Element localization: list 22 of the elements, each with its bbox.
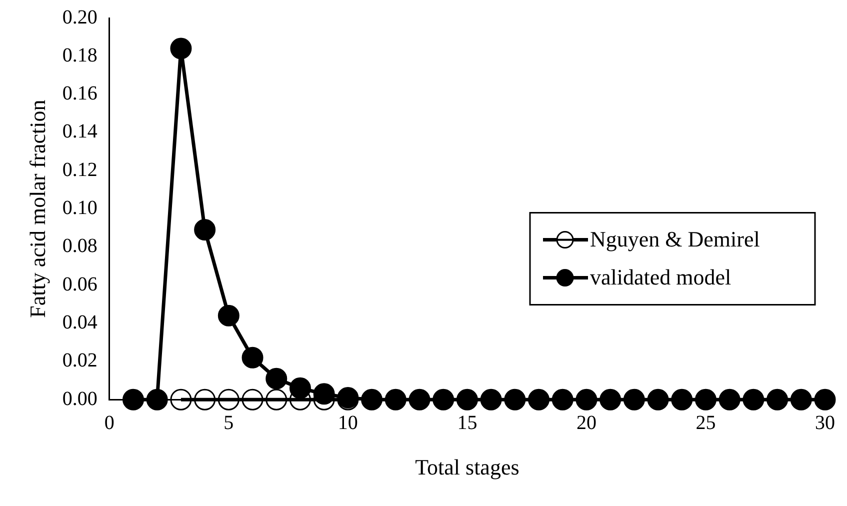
x-tick-label: 5 [224,412,234,434]
y-tick-label: 0.14 [62,120,98,143]
x-tick-label: 20 [576,412,596,434]
y-tick-label: 0.06 [62,273,98,296]
y-tick-label: 0.20 [62,6,98,28]
y-tick-label: 0.18 [62,44,98,66]
y-tick-label: 0.12 [62,158,98,181]
x-tick-label: 25 [696,412,716,434]
legend-label: Nguyen & Demirel [590,226,760,252]
y-tick-label: 0.02 [62,350,98,372]
y-tick-label: 0.00 [62,388,98,410]
y-axis-title: Fatty acid molar fraction [24,100,50,318]
x-tick-label: 30 [815,412,835,434]
x-axis-title: Total stages [415,454,520,480]
y-tick-label: 0.08 [62,235,98,258]
legend-label: validated model [590,264,732,290]
y-tick-label: 0.10 [62,197,98,220]
x-tick-label: 0 [104,412,114,434]
x-tick-label: 10 [338,412,358,434]
y-tick-label: 0.04 [62,312,98,334]
x-tick-label: 15 [457,412,478,434]
y-tick-label: 0.16 [62,82,98,105]
